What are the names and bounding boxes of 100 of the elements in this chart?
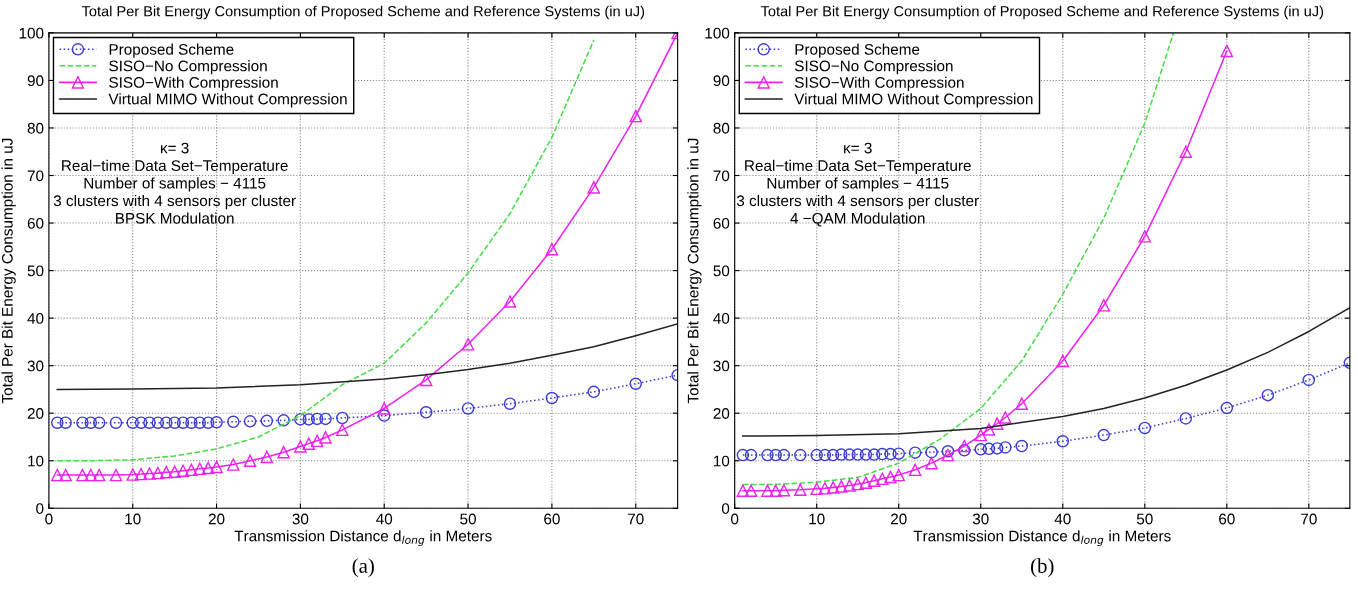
point bbox=[51, 468, 64, 482]
point bbox=[109, 416, 123, 429]
point bbox=[160, 416, 173, 429]
x-tick-label: 20 bbox=[891, 513, 907, 525]
point bbox=[629, 377, 642, 390]
point bbox=[377, 409, 391, 422]
point bbox=[777, 483, 791, 497]
line-series bbox=[56, 323, 678, 391]
point bbox=[377, 402, 391, 415]
annotation: κ= 3 Real−time Data Set−Temperature Number of samples − 4115 3 clusters with 4 sensors per cluster BPSK Modulation bbox=[53, 142, 296, 224]
point bbox=[151, 466, 165, 480]
x-tick-label: 50 bbox=[460, 513, 476, 525]
x-tick-label: 10 bbox=[809, 513, 825, 525]
point bbox=[76, 416, 89, 429]
y-tick-label: 80 bbox=[27, 122, 44, 134]
chart-title: Total Per Bit Energy Consumption of Proposed Scheme and Reference Systems (in uJ) bbox=[760, 5, 1324, 20]
point bbox=[835, 448, 848, 461]
point bbox=[884, 470, 897, 484]
point bbox=[310, 412, 324, 426]
point bbox=[941, 448, 955, 462]
text: (a) bbox=[352, 558, 374, 578]
point bbox=[982, 423, 996, 436]
point bbox=[1220, 401, 1234, 415]
point bbox=[851, 477, 864, 491]
y-tick-label: 40 bbox=[713, 313, 730, 324]
point bbox=[629, 109, 642, 123]
point bbox=[151, 416, 165, 429]
point bbox=[92, 468, 106, 482]
point bbox=[319, 431, 332, 444]
point bbox=[1056, 435, 1070, 448]
y-tick-label: 40 bbox=[27, 313, 44, 324]
point bbox=[925, 445, 938, 459]
point bbox=[109, 468, 123, 482]
point bbox=[925, 456, 938, 470]
point bbox=[867, 448, 881, 461]
point bbox=[990, 417, 1004, 430]
point bbox=[1302, 373, 1316, 387]
point bbox=[892, 447, 905, 460]
x-tick-label: 60 bbox=[1219, 513, 1235, 525]
x-tick-label: 20 bbox=[208, 513, 225, 525]
point bbox=[990, 442, 1004, 455]
x-tick-label: 30 bbox=[972, 513, 989, 525]
y-tick-label: 20 bbox=[27, 408, 44, 419]
point bbox=[769, 484, 782, 497]
point bbox=[336, 411, 349, 425]
legend-label: SISO−With Compression bbox=[794, 76, 964, 91]
y-tick-label: 10 bbox=[28, 455, 44, 467]
point bbox=[744, 448, 758, 462]
legend-label: SISO−With Compression bbox=[109, 76, 278, 91]
point bbox=[168, 416, 181, 429]
point bbox=[1138, 421, 1152, 435]
x-tick-label: 60 bbox=[544, 513, 560, 525]
point bbox=[769, 448, 782, 462]
point bbox=[958, 444, 971, 457]
y-tick-label: 100 bbox=[19, 27, 44, 39]
point bbox=[999, 411, 1012, 424]
point bbox=[176, 464, 190, 477]
point bbox=[736, 484, 750, 497]
x-tick-label: 0 bbox=[45, 513, 53, 525]
y-tick-label: 30 bbox=[713, 360, 730, 372]
point bbox=[587, 181, 601, 194]
point bbox=[818, 448, 832, 462]
point bbox=[1220, 44, 1234, 58]
y-tick-label: 60 bbox=[713, 217, 730, 229]
point bbox=[876, 472, 889, 486]
y-tick-label: 80 bbox=[713, 122, 730, 134]
point bbox=[461, 402, 475, 415]
point bbox=[210, 416, 223, 429]
point bbox=[1056, 354, 1070, 368]
point bbox=[818, 482, 832, 495]
point bbox=[835, 480, 848, 493]
point bbox=[227, 458, 240, 471]
chart-title: Total Per Bit Energy Consumption of Proposed Scheme and Reference Systems (in uJ) bbox=[81, 5, 645, 20]
point bbox=[1179, 412, 1193, 425]
point bbox=[1097, 428, 1111, 442]
point bbox=[736, 448, 750, 462]
point bbox=[201, 416, 215, 429]
point bbox=[201, 461, 215, 475]
point bbox=[794, 448, 807, 462]
point bbox=[126, 416, 139, 429]
y-axis-title: Total Per Bit Energy Consumption in uJ bbox=[687, 138, 702, 404]
point bbox=[126, 468, 139, 481]
point bbox=[1261, 388, 1275, 402]
point bbox=[193, 462, 207, 476]
x-tick-label: 40 bbox=[1054, 513, 1071, 525]
point bbox=[761, 484, 774, 497]
point bbox=[193, 416, 207, 429]
y-tick-label: 60 bbox=[27, 217, 44, 229]
point bbox=[160, 465, 173, 479]
point bbox=[908, 463, 922, 477]
point bbox=[810, 482, 823, 496]
point bbox=[310, 434, 324, 448]
point bbox=[826, 481, 840, 494]
point bbox=[227, 415, 240, 429]
point bbox=[210, 460, 223, 474]
point bbox=[1138, 230, 1152, 243]
point bbox=[134, 416, 148, 429]
point bbox=[777, 448, 791, 462]
point bbox=[260, 414, 274, 428]
point bbox=[176, 416, 190, 429]
